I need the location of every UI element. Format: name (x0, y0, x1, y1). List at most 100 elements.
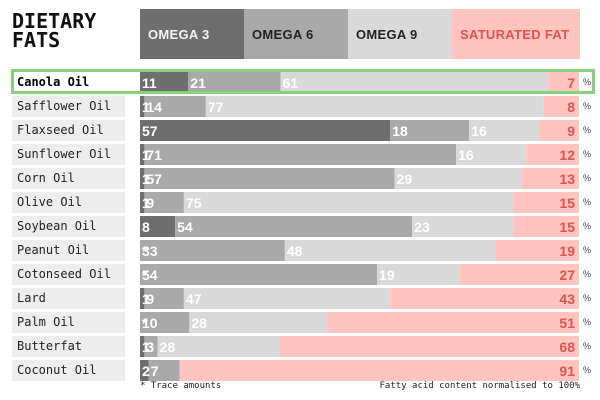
bar-segment-omega-6 (144, 288, 184, 309)
bar-segment-omega-6 (140, 312, 190, 333)
footnote-trace: * Trace amounts (140, 381, 222, 391)
bar-segment-saturated-fat (526, 144, 579, 165)
bar-segment-saturated-fat (495, 240, 579, 261)
bar-value-label: 23 (414, 219, 430, 235)
bar-segment-omega-9 (205, 96, 544, 117)
bar-value-label: * (142, 267, 148, 283)
percent-sign: % (583, 101, 592, 111)
bar-segment-omega-6 (175, 216, 413, 237)
bar-segment-omega-6 (140, 240, 285, 261)
bar-value-label: 61 (282, 75, 298, 91)
bar-segment-omega-9 (469, 120, 540, 141)
row-label: Flaxseed Oil (12, 120, 125, 141)
bar-value-label: 27 (559, 267, 575, 283)
bar-segment-omega-6 (144, 192, 184, 213)
bar-segment-omega-9 (412, 216, 514, 237)
bar-segment-omega-6 (144, 168, 395, 189)
bar-segment-omega-3 (140, 120, 391, 141)
bar-value-label: 18 (392, 123, 408, 139)
bar-value-label: 91 (559, 363, 575, 379)
bar-segment-saturated-fat (521, 168, 579, 189)
bar-value-label: 1 (142, 195, 150, 211)
bar-segment-omega-3 (140, 72, 189, 93)
bar-value-label: 15 (559, 195, 575, 211)
row-label: Cotonseed Oil (12, 264, 125, 285)
bar-value-label: 16 (471, 123, 487, 139)
bar-value-label: 15 (559, 219, 575, 235)
bar-value-label: * (142, 243, 148, 259)
bar-value-label: 1 (142, 291, 150, 307)
bar-value-label: 13 (559, 171, 575, 187)
bar-value-label: 7 (567, 75, 575, 91)
bar-segment-saturated-fat (179, 360, 579, 381)
bar-value-label: 29 (397, 171, 413, 187)
bar-segment-omega-9 (284, 240, 496, 261)
bar-value-label: 28 (160, 339, 176, 355)
bar-value-label: 19 (379, 267, 395, 283)
bar-value-label: 19 (559, 243, 575, 259)
row-label: Safflower Oil (12, 96, 125, 117)
bar-segment-omega-9 (394, 168, 522, 189)
bar-segment-omega-9 (280, 72, 549, 93)
bar-value-label: 8 (142, 219, 150, 235)
header-omega-6: OMEGA 6 (244, 9, 348, 59)
percent-sign: % (583, 173, 592, 183)
bar-value-label: 28 (191, 315, 207, 331)
bar-segment-omega-9 (183, 192, 514, 213)
percent-sign: % (583, 77, 592, 87)
bar-segment-saturated-fat (539, 120, 579, 141)
bar-value-label: 9 (567, 123, 575, 139)
header-saturated-fat: SATURATED FAT (452, 9, 580, 59)
bar-segment-omega-3 (140, 96, 145, 117)
header-omega-9: OMEGA 9 (348, 9, 452, 59)
bar-value-label: 57 (142, 123, 158, 139)
bar-segment-saturated-fat (280, 336, 579, 357)
row-label: Corn Oil (12, 168, 125, 189)
bar-segment-saturated-fat (460, 264, 579, 285)
bar-value-label: 1 (142, 99, 150, 115)
bar-value-label: 48 (287, 243, 303, 259)
bar-value-label: 1 (142, 147, 150, 163)
bar-segment-omega-9 (183, 288, 391, 309)
percent-sign: % (583, 221, 592, 231)
bar-value-label: 14 (146, 99, 162, 115)
row-label: Palm Oil (12, 312, 125, 333)
row-label: Soybean Oil (12, 216, 125, 237)
footnote-normalised: Fatty acid content normalised to 100% (379, 381, 580, 391)
bar-segment-omega-3 (140, 216, 176, 237)
row-label: Coconut Oil (12, 360, 125, 381)
bar-value-label: 1 (142, 339, 150, 355)
bar-value-label: 57 (146, 171, 162, 187)
row-label: Butterfat (12, 336, 125, 357)
percent-sign: % (583, 269, 592, 279)
bar-segment-saturated-fat (548, 72, 579, 93)
bar-value-label: 54 (142, 267, 158, 283)
percent-sign: % (583, 365, 592, 375)
bar-value-label: 77 (208, 99, 224, 115)
bar-segment-omega-6 (390, 120, 470, 141)
bar-segment-omega-9 (377, 264, 461, 285)
bar-segment-omega-3 (140, 192, 145, 213)
bar-value-label: 1 (142, 171, 150, 187)
row-label: Sunflower Oil (12, 144, 125, 165)
bar-value-label: 33 (142, 243, 158, 259)
bar-value-label: 9 (146, 291, 154, 307)
bar-segment-omega-6 (140, 264, 378, 285)
bar-value-label: 8 (567, 99, 575, 115)
bar-segment-omega-3 (140, 144, 145, 165)
bar-value-label: 71 (146, 147, 162, 163)
bar-segment-omega-6 (144, 336, 158, 357)
percent-sign: % (583, 197, 592, 207)
bar-segment-omega-6 (144, 144, 457, 165)
bar-segment-saturated-fat (327, 312, 579, 333)
bar-value-label: 51 (559, 315, 575, 331)
percent-sign: % (583, 149, 592, 159)
bar-segment-omega-3 (140, 168, 145, 189)
bar-value-label: 68 (559, 339, 575, 355)
percent-sign: % (583, 293, 592, 303)
bar-segment-omega-3 (140, 360, 149, 381)
bar-value-label: 11 (142, 75, 157, 91)
bar-segment-saturated-fat (390, 288, 579, 309)
bar-value-label: 21 (190, 75, 206, 91)
